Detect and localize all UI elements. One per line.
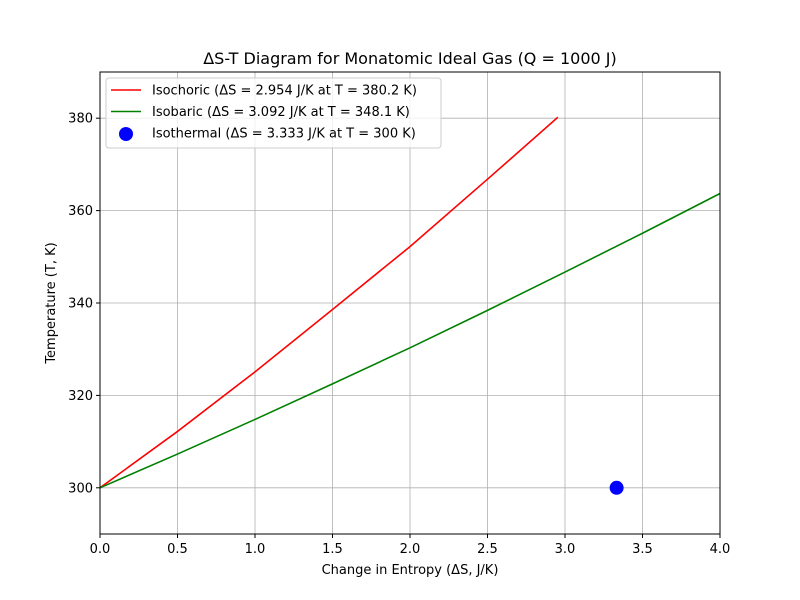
x-tick-label: 3.5 [632, 542, 653, 557]
series-layer [99, 116, 721, 495]
legend-entry: Isobaric (ΔS = 3.092 J/K at T = 348.1 K) [152, 105, 410, 120]
x-tick-label: 2.5 [477, 542, 498, 557]
series-line-isochoric [99, 116, 559, 489]
chart-title: ΔS-T Diagram for Monatomic Ideal Gas (Q … [203, 49, 617, 68]
y-tick-label: 320 [68, 389, 93, 404]
legend-entry: Isothermal (ΔS = 3.333 J/K at T = 300 K) [152, 127, 416, 142]
y-tick-label: 360 [68, 204, 93, 219]
ticks: 0.0 0.5 1.0 1.5 2.0 2.5 3.0 3.5 4.0 300 320 340 360 3… [68, 112, 730, 557]
legend-marker [119, 127, 133, 141]
x-tick-label: 3.0 [555, 542, 576, 557]
y-axis-label: Temperature (T, K) [44, 242, 59, 364]
series-line-isobaric [99, 192, 721, 489]
y-tick-label: 340 [68, 297, 93, 312]
x-tick-label: 0.0 [90, 542, 111, 557]
y-tick-label: 300 [68, 481, 93, 496]
grid [99, 72, 721, 534]
x-tick-label: 1.5 [322, 542, 343, 557]
legend: Isochoric (ΔS = 2.954 J/K at T = 380.2 K… [105, 77, 442, 149]
x-tick-label: 0.5 [167, 542, 188, 557]
x-tick-label: 4.0 [710, 542, 731, 557]
x-tick-label: 1.0 [245, 542, 266, 557]
legend-box [105, 77, 442, 149]
y-tick-label: 380 [68, 112, 93, 127]
isothermal-point [609, 480, 624, 495]
x-tick-label: 2.0 [400, 542, 421, 557]
legend-entry: Isochoric (ΔS = 2.954 J/K at T = 380.2 K… [152, 84, 417, 99]
x-axis-label: Change in Entropy (ΔS, J/K) [322, 563, 499, 578]
